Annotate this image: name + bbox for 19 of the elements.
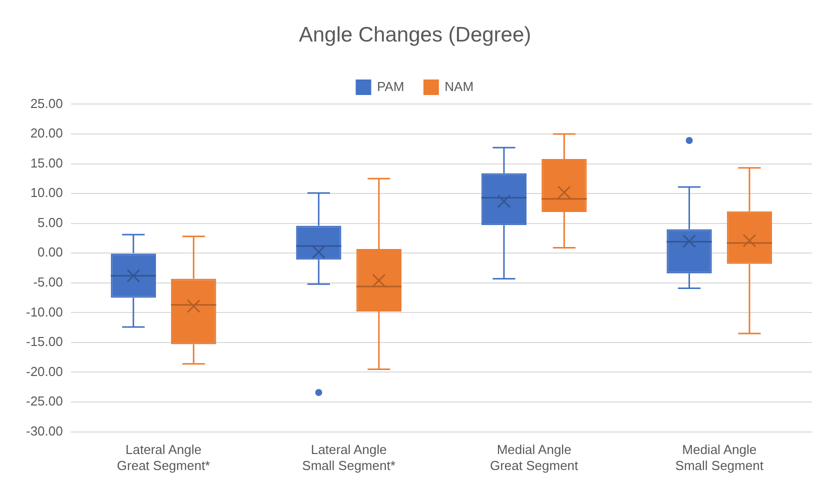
y-tick-label: 0.00 [38,244,63,260]
y-tick-label: -30.00 [26,423,63,438]
y-tick-label: 15.00 [30,155,63,170]
legend-label: NAM [444,78,474,94]
chart-title: Angle Changes (Degree) [298,23,532,46]
legend-label: PAM [376,78,404,94]
x-tick-label: Medial Angle Small Segment [675,442,764,473]
y-tick-label: -15.00 [26,334,63,350]
x-tick-label: Lateral Angle Great Segment* [116,442,210,473]
y-tick-label: -10.00 [26,304,63,320]
x-tick-label: Medial Angle Great Segment [490,442,579,473]
y-tick-label: -20.00 [26,364,63,379]
y-tick-label: 5.00 [38,214,63,230]
y-tick-label: 10.00 [30,185,63,200]
x-tick-label: Lateral Angle Small Segment* [302,442,396,473]
y-tick-label: 25.00 [30,96,63,111]
y-tick-label: -5.00 [33,274,63,290]
y-tick-label: -25.00 [26,394,63,409]
y-tick-label: 20.00 [30,126,63,141]
